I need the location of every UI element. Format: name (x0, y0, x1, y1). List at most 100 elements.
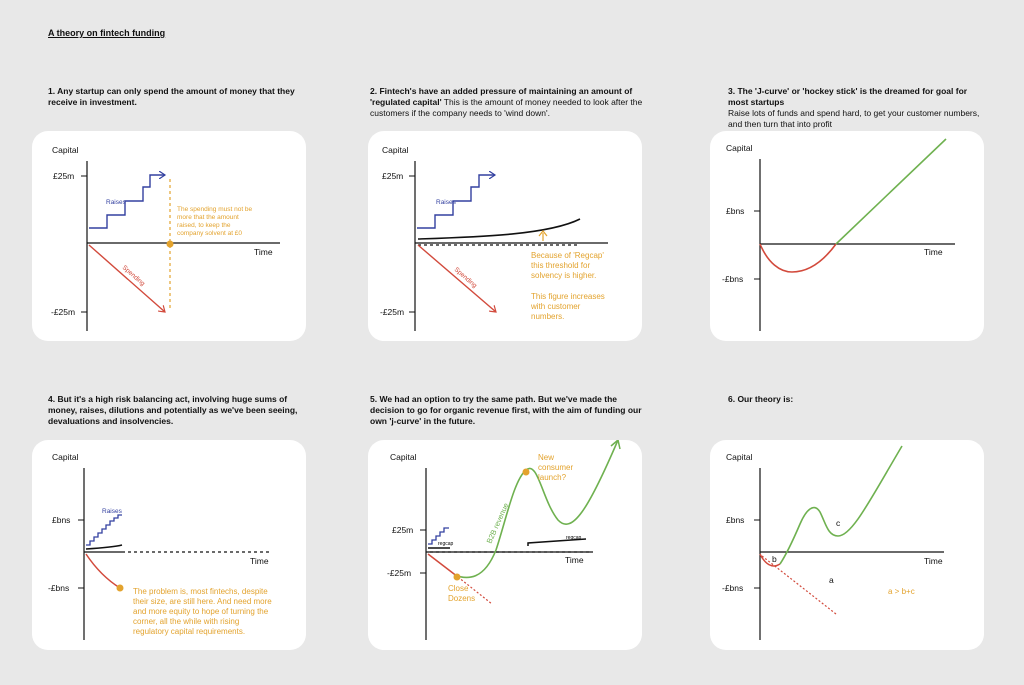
panel-1-note-line-2: more that the amount (177, 214, 239, 221)
panel-1-heading-bold: 1. Any startup can only spend the amount… (48, 86, 295, 107)
panel-4-spending-line (85, 553, 121, 589)
panel-3-j-curve-dip (759, 243, 837, 273)
panel-5-revenue-curve (453, 440, 619, 579)
panel-3-heading-bold: 3. The 'J-curve' or 'hockey stick' is th… (728, 86, 968, 107)
panel-1-x-label: Time (254, 247, 273, 257)
panel-5-spending-line (427, 553, 459, 578)
panel-1-note-line-1: The spending must not be (177, 206, 253, 213)
panel-5-card: Capital £25m -£25m Time regcap regcap B2… (368, 440, 642, 650)
panel-2-tick-top-label: £25m (382, 171, 403, 181)
panel-6-tick-bottom-label: -£bns (722, 583, 743, 593)
panel-1-diagram: Capital £25m -£25m Time Raises Spending … (51, 145, 280, 331)
panel-1-tick-bottom-label: -£25m (51, 307, 75, 317)
page-title: A theory on fintech funding (48, 28, 166, 38)
panel-6-projection-a (761, 555, 837, 615)
panel-6-label-a: a (829, 575, 834, 585)
panel-5-launch-note-line-2: consumer (538, 463, 573, 472)
panel-3-x-label: Time (924, 247, 943, 257)
panel-3-card: Capital £bns -£bns Time (710, 131, 984, 341)
panel-5-diagram: Capital £25m -£25m Time regcap regcap B2… (387, 440, 621, 640)
panel-3-heading: 3. The 'J-curve' or 'hockey stick' is th… (728, 86, 988, 130)
panel-3-diagram: Capital £bns -£bns Time (722, 138, 955, 331)
panel-4-regcap-curve (85, 544, 123, 550)
panel-3-tick-bottom-label: -£bns (722, 274, 743, 284)
panel-2-raises-label: Raises (436, 199, 457, 206)
panel-1-heading: 1. Any startup can only spend the amount… (48, 86, 298, 108)
panel-5-launch-note-line-3: launch? (538, 473, 567, 482)
panel-5-launch-note: New consumer launch? (538, 453, 575, 482)
panel-1-y-label: Capital (52, 145, 79, 155)
panel-2-note-1-line-1: Because of 'Regcap' (531, 251, 604, 260)
panel-2-card: Capital £25m -£25m Raises Spending Becau… (368, 131, 642, 341)
panel-6-dip-b (759, 553, 781, 567)
panel-2-note-2: This figure increases with customer numb… (530, 292, 607, 321)
panel-2-raises-line (417, 175, 495, 229)
panel-1-spending-line (88, 244, 165, 312)
panel-4-heading: 4. But it's a high risk balancing act, i… (48, 394, 298, 427)
panel-5-tick-top-label: £25m (392, 525, 413, 535)
panel-2-heading-bold: 2. Fintech's have an added pressure of m… (370, 86, 633, 107)
panel-5-launch-marker (522, 468, 530, 476)
panel-5-revenue-arrowhead (610, 440, 621, 450)
panel-3-tick-top-label: £bns (726, 206, 744, 216)
panel-4-note-line-1: The problem is, most fintechs, despite (133, 587, 268, 596)
panel-4-note-line-3: and more equity to hope of turning the (133, 607, 269, 616)
panel-2-note-2-line-2: with customer (530, 302, 581, 311)
panel-2-threshold-arrow (538, 230, 548, 241)
panel-5-raises-line (428, 527, 449, 545)
panel-2-tick-bottom-label: -£25m (380, 307, 404, 317)
panel-4-x-label: Time (250, 556, 269, 566)
panel-1-note-line-3: raised, to keep the (177, 222, 231, 229)
panel-4-y-label: Capital (52, 452, 79, 462)
panel-5-y-label: Capital (390, 452, 417, 462)
panel-4-card: Capital £bns -£bns Time Raises The probl… (32, 440, 306, 650)
panel-2-note-2-line-3: numbers. (531, 312, 564, 321)
panel-4-tick-bottom-label: -£bns (48, 583, 69, 593)
panel-2-diagram: Capital £25m -£25m Raises Spending Becau… (380, 145, 608, 331)
panel-6-formula: a > b+c (888, 587, 915, 596)
panel-3-heading-rest: Raise lots of funds and spend hard, to g… (728, 108, 980, 129)
panel-4-tick-top-label: £bns (52, 515, 70, 525)
panel-3-y-label: Capital (726, 143, 753, 153)
panel-6-heading: 6. Our theory is: (728, 394, 988, 405)
panel-1-raises-label: Raises (106, 199, 127, 206)
panel-5-b2b-label: B2B revenue (485, 502, 511, 545)
panel-6-label-b: b (772, 554, 777, 564)
panel-5-regcap-label-early: regcap (438, 541, 454, 547)
panel-4-raises-line (86, 514, 122, 546)
panel-5-spending-projection (457, 576, 493, 605)
panel-6-x-label: Time (924, 556, 943, 566)
panel-2-heading-rest: This is the amount of money needed to lo… (370, 97, 643, 118)
panel-5-tick-bottom-label: -£25m (387, 568, 411, 578)
panel-5-regcap-late (527, 538, 587, 546)
panel-2-note-1-line-3: solvency is higher. (531, 271, 596, 280)
panel-6-diagram: Capital £bns -£bns Time b c a a > b+c (722, 445, 944, 640)
panel-2-note-2-line-1: This figure increases (531, 292, 605, 301)
panel-5-regcap-label-late: regcap (566, 535, 582, 541)
panel-1-note: The spending must not be more that the a… (177, 206, 254, 237)
panel-2-regcap-curve (417, 218, 581, 240)
panel-2-note-1-line-2: this threshold for (531, 261, 590, 270)
panel-6-label-c: c (836, 518, 841, 528)
panel-4-heading-bold: 4. But it's a high risk balancing act, i… (48, 394, 298, 426)
panel-2-note-1: Because of 'Regcap' this threshold for s… (531, 251, 606, 280)
panel-6-card: Capital £bns -£bns Time b c a a > b+c (710, 440, 984, 650)
panel-2-y-label: Capital (382, 145, 409, 155)
panel-6-growth-curve (779, 445, 903, 565)
panel-1-tick-top-label: £25m (53, 171, 74, 181)
panel-4-note-line-2: their size, are still here. And need mor… (133, 597, 272, 606)
panel-5-close-note-line-1: Close (448, 584, 469, 593)
panel-1-note-line-4: company solvent at £0 (177, 230, 242, 237)
panel-5-launch-note-line-1: New (538, 453, 554, 462)
panel-5-close-marker (453, 573, 461, 581)
panel-4-note-line-5: regulatory capital requirements. (133, 627, 245, 636)
panel-2-heading: 2. Fintech's have an added pressure of m… (370, 86, 650, 119)
panel-6-y-label: Capital (726, 452, 753, 462)
panel-1-limit-point (166, 240, 174, 248)
panel-4-note-line-4: corner, all the while with rising (133, 617, 239, 626)
panel-4-diagram: Capital £bns -£bns Time Raises The probl… (48, 452, 272, 640)
panel-4-raises-label: Raises (102, 508, 123, 515)
panel-4-marker (116, 584, 124, 592)
panel-1-raises-line (89, 175, 165, 229)
panel-5-close-note: Close Dozens (448, 584, 475, 603)
